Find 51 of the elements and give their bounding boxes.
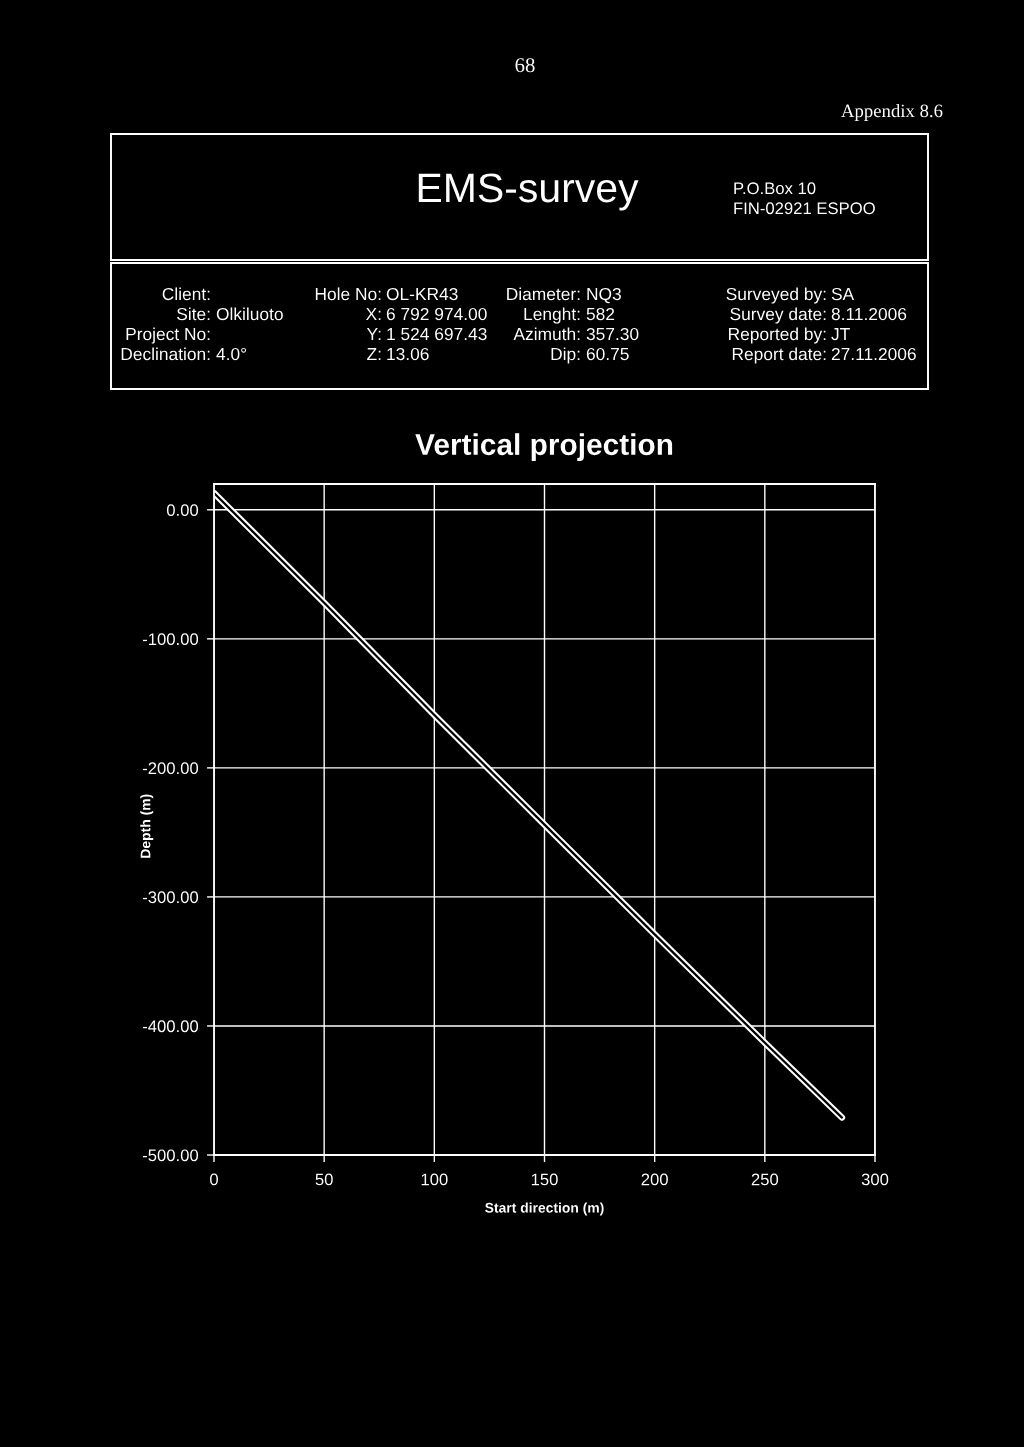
x-tick-label: 250: [751, 1173, 779, 1186]
y-tick-label: 0.00: [166, 504, 199, 517]
y-axis-title: Depth (m): [140, 794, 154, 858]
text: X:: [365, 308, 381, 320]
text: Report date:: [732, 347, 826, 364]
text: 6 792 974.00: [386, 307, 487, 321]
text: Diameter:: [507, 287, 580, 301]
text: Azimuth:: [513, 327, 580, 341]
text: SA: [831, 287, 855, 301]
text: Y:: [366, 328, 381, 340]
text: FIN-02921 ESPOO: [734, 202, 875, 215]
text: Declination:: [121, 347, 210, 361]
text: Dip:: [551, 347, 580, 364]
x-tick-label: 50: [315, 1173, 333, 1186]
y-tick-label: -100.00: [142, 633, 199, 646]
text: 4.0°: [216, 347, 247, 361]
y-tick-label: -500.00: [142, 1149, 199, 1162]
text: 8.11.2006: [831, 307, 907, 321]
text: Reported by:: [729, 327, 826, 344]
text: Project No:: [126, 327, 210, 344]
x-tick-label: 200: [641, 1173, 668, 1186]
y-tick-label: -200.00: [142, 762, 199, 775]
text: 68: [515, 58, 535, 73]
text: P.O.Box 10: [734, 182, 816, 195]
text: Z:: [367, 348, 381, 360]
text: NQ3: [587, 287, 621, 304]
text: Survey date:: [730, 307, 826, 324]
text: 1 524 697.43: [387, 327, 487, 341]
y-tick-label: -400.00: [142, 1020, 199, 1033]
text: EMS-survey: [418, 173, 639, 211]
x-tick-label: 100: [421, 1173, 448, 1186]
text: Site:: [177, 307, 210, 321]
text: Lenght:: [524, 307, 580, 324]
chart-title: Vertical projection: [415, 433, 673, 462]
text: Hole No:: [315, 287, 381, 301]
x-tick-label: 150: [531, 1173, 558, 1186]
text: 582: [586, 307, 615, 321]
x-tick-label: 300: [861, 1173, 889, 1186]
text: Olkiluoto: [216, 307, 283, 321]
y-tick-label: -300.00: [142, 891, 199, 904]
text: 27.11.2006: [831, 347, 916, 361]
text: OL-KR43: [386, 287, 458, 301]
text: Client:: [162, 287, 210, 301]
text: Surveyed by:: [726, 287, 826, 304]
text: JT: [831, 328, 850, 341]
text: 357.30: [586, 327, 639, 341]
x-tick-label: 0: [210, 1173, 218, 1186]
text: 60.75: [586, 347, 629, 361]
x-axis-title: Start direction (m): [485, 1202, 604, 1216]
text: 13.06: [387, 347, 429, 361]
text: Appendix 8.6: [841, 103, 943, 121]
